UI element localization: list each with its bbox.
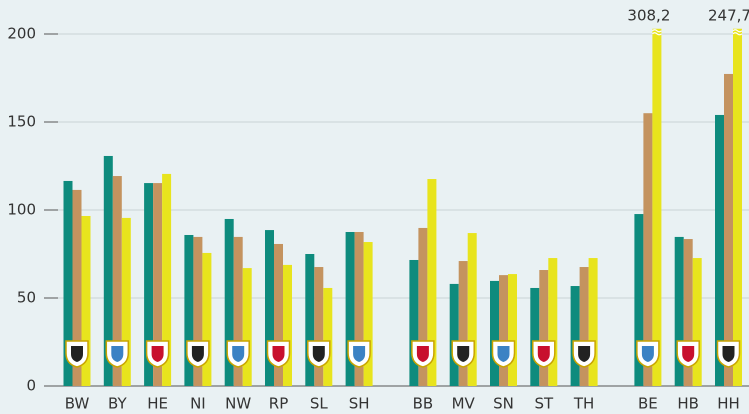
bar — [548, 258, 558, 386]
bar — [144, 183, 154, 386]
x-tick-label: BY — [108, 395, 127, 413]
x-tick-label: HE — [147, 395, 168, 413]
coat-of-arms-detail — [272, 346, 285, 362]
bar — [715, 114, 724, 387]
coat-of-arms-detail — [191, 346, 204, 362]
bar — [724, 73, 733, 387]
bar — [363, 242, 373, 386]
bar — [458, 261, 468, 386]
coat-of-arms-detail — [457, 346, 470, 362]
bar — [490, 280, 499, 386]
y-tick-label: 150 — [7, 113, 36, 131]
bar — [427, 179, 437, 386]
bar — [63, 180, 73, 386]
bar — [530, 287, 540, 386]
coat-of-arms-detail — [151, 346, 164, 362]
bar — [202, 252, 212, 386]
bar — [274, 243, 283, 386]
bar — [449, 283, 459, 386]
x-tick-label: BW — [65, 395, 90, 413]
bar — [539, 270, 549, 386]
x-tick-label: TH — [573, 395, 594, 413]
x-tick-label: NW — [225, 395, 251, 413]
y-tick-label: 0 — [26, 377, 36, 395]
y-tick-label: 200 — [7, 25, 36, 43]
bar — [570, 286, 580, 386]
bar — [345, 232, 355, 386]
coat-of-arms-detail — [111, 346, 124, 362]
coat-of-arms-detail — [312, 346, 325, 362]
bar — [499, 275, 508, 386]
bar — [508, 274, 517, 386]
value-label: 247,7 — [708, 7, 749, 25]
y-tick-label: 100 — [7, 201, 36, 219]
break-mark — [732, 29, 743, 36]
coat-of-arms-detail — [682, 346, 695, 362]
coat-of-arms-detail — [537, 346, 550, 362]
bar — [409, 259, 419, 386]
x-tick-label: SH — [349, 395, 370, 413]
x-tick-label: RP — [269, 395, 288, 413]
bar — [418, 227, 428, 386]
coat-of-arms-detail — [71, 346, 83, 362]
coat-of-arms-detail — [578, 346, 591, 362]
bar — [354, 232, 364, 386]
x-tick-label: MV — [452, 395, 476, 413]
x-tick-label: HB — [677, 395, 699, 413]
bar — [184, 234, 194, 386]
bar — [467, 233, 477, 386]
bar — [224, 218, 234, 386]
bar — [683, 239, 693, 386]
break-mark — [652, 29, 662, 36]
bar — [634, 214, 644, 386]
bar — [153, 183, 163, 386]
x-tick-label: HH — [717, 395, 740, 413]
bar — [72, 189, 82, 386]
coat-of-arms-detail — [232, 346, 245, 362]
bar — [242, 268, 252, 386]
bar — [588, 258, 598, 386]
x-tick-label: SN — [493, 395, 514, 413]
x-tick-label: ST — [534, 395, 554, 413]
bar — [81, 215, 91, 386]
bar — [579, 267, 589, 386]
bar — [305, 254, 315, 386]
value-label: 308,2 — [627, 7, 670, 25]
bar — [643, 113, 653, 386]
bar — [193, 236, 203, 386]
coat-of-arms-detail — [641, 346, 654, 362]
bar — [233, 236, 243, 386]
bar — [112, 176, 122, 386]
bar — [652, 28, 662, 386]
bar — [121, 217, 131, 386]
coat-of-arms-detail — [353, 346, 366, 362]
bar — [314, 267, 324, 386]
coat-of-arms-detail — [497, 346, 510, 362]
coat-of-arms-detail — [722, 346, 735, 362]
bar — [733, 28, 742, 386]
bar — [103, 155, 113, 386]
bar — [323, 287, 333, 386]
x-tick-label: SL — [310, 395, 329, 413]
bar — [283, 264, 292, 386]
coat-of-arms-detail — [416, 346, 429, 362]
bar — [692, 258, 702, 386]
bar — [265, 230, 274, 386]
bar — [674, 236, 684, 386]
y-tick-label: 50 — [17, 289, 36, 307]
bar — [162, 173, 172, 386]
x-tick-label: BE — [638, 395, 658, 413]
x-tick-label: BB — [413, 395, 434, 413]
x-tick-label: NI — [190, 395, 206, 413]
